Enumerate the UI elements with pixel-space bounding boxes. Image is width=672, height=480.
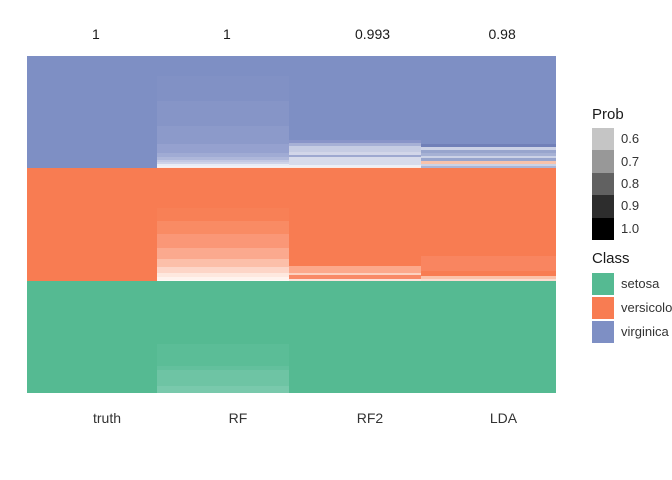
- prob-legend-title: Prob: [592, 106, 624, 123]
- x-axis-label-RF: RF: [228, 410, 248, 426]
- prob-legend-swatch-0.8: [592, 172, 614, 196]
- accuracy-label-RF: 1: [223, 26, 231, 42]
- prob-legend-swatch-1.0: [592, 217, 614, 240]
- heatmap-column-RF: [157, 56, 289, 393]
- class-legend-title: Class: [592, 250, 630, 267]
- prob-legend-label: 0.6: [621, 131, 640, 147]
- heatmap-column-RF2: [289, 56, 421, 393]
- class-legend-swatch-setosa: [592, 273, 614, 295]
- prob-legend-label: 0.7: [621, 153, 640, 169]
- accuracy-label-truth: 1: [92, 26, 100, 42]
- class-legend-swatch-virginica: [592, 321, 614, 343]
- x-axis-label-truth: truth: [92, 410, 122, 426]
- x-axis-label-LDA: LDA: [489, 410, 518, 426]
- prob-legend-label: 0.8: [621, 176, 640, 191]
- prob-legend-swatch-0.6: [592, 128, 614, 151]
- class-legend-label-virginica: virginica: [621, 324, 669, 339]
- heatmap-column-truth: [27, 56, 157, 393]
- class-legend-label-versicolor: versicolor: [621, 300, 672, 315]
- accuracy-label-RF2: 0.993: [355, 26, 391, 42]
- prob-legend-swatch-0.9: [592, 195, 614, 218]
- heatmap-plot-area: [27, 56, 556, 393]
- heatmap-column-LDA: [421, 56, 556, 393]
- x-axis-label-RF2: RF2: [356, 410, 384, 426]
- class-legend-label-setosa: setosa: [621, 276, 660, 291]
- prob-legend-label: 1.0: [621, 220, 640, 236]
- prob-legend-label: 0.9: [621, 198, 640, 214]
- accuracy-label-LDA: 0.98: [488, 26, 516, 42]
- class-legend-swatch-versicolor: [592, 297, 614, 319]
- prob-legend-swatch-0.7: [592, 150, 614, 173]
